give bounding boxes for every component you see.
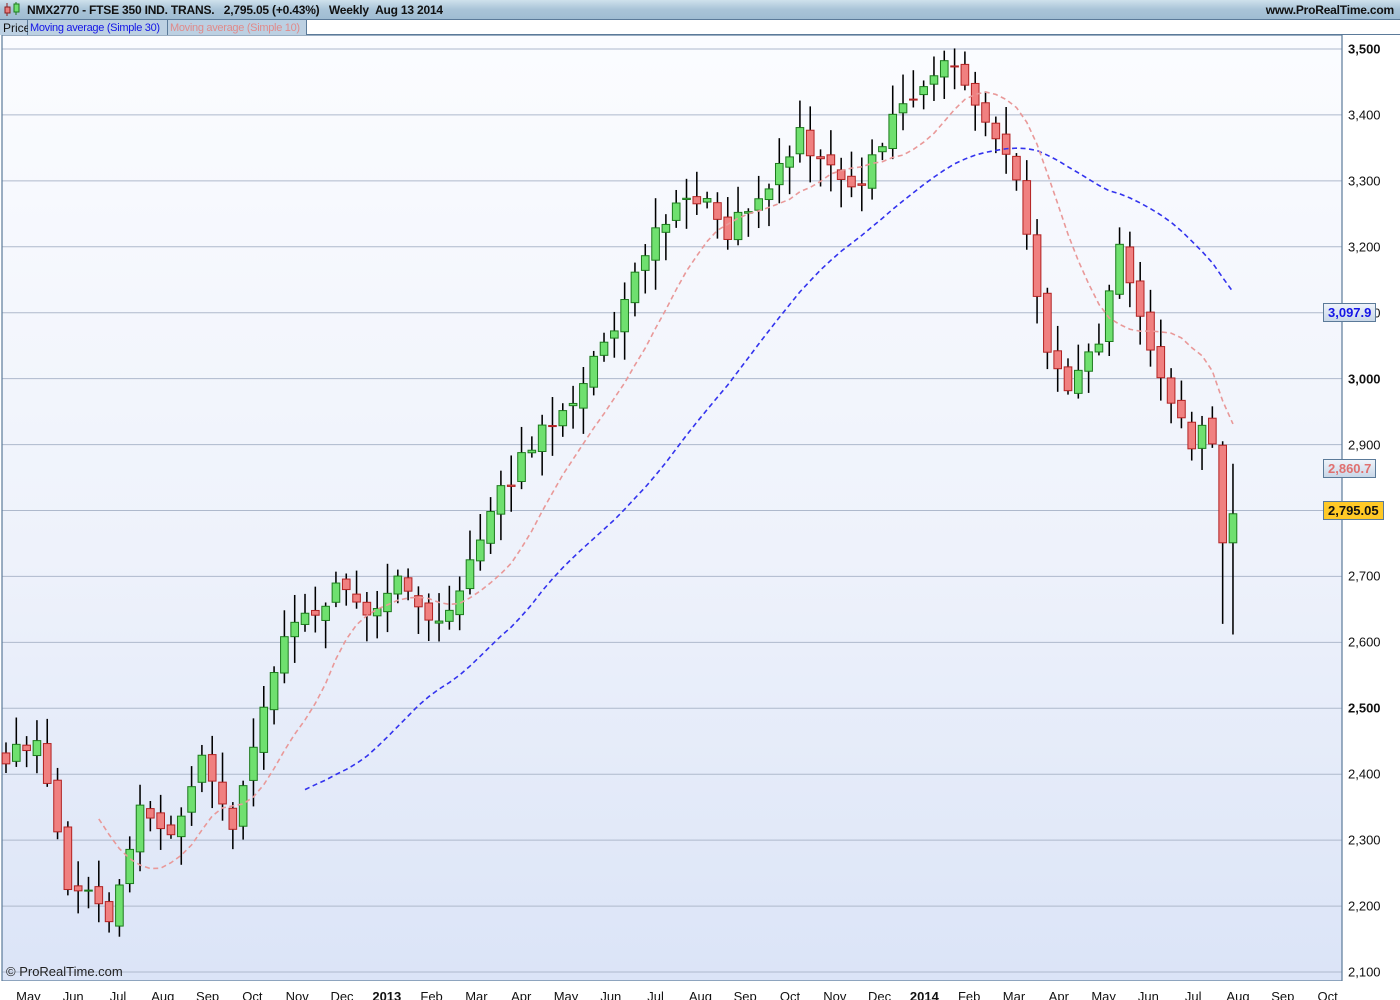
svg-text:© ProRealTime.com: © ProRealTime.com [6,964,123,979]
